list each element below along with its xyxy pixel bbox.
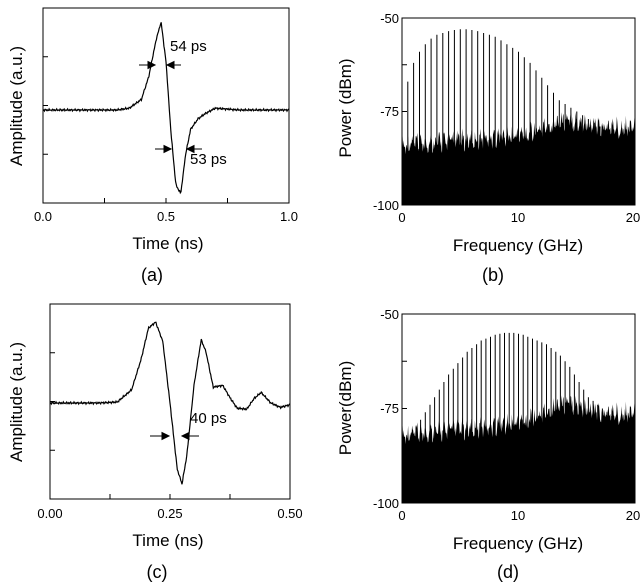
- panel-a: 0.0 0.5 1.0 Time (ns) Amplitude (a.u.) (…: [7, 7, 298, 285]
- panel-a-x-tick-1: 0.5: [157, 209, 175, 224]
- panel-a-x-tick-0: 0.0: [34, 209, 52, 224]
- panel-d-y-tick-1: -75: [380, 401, 399, 416]
- panel-c-x-tick-2: 0.50: [277, 506, 302, 521]
- panel-c: 0.00 0.25 0.50 Time (ns) Amplitude (a.u.…: [7, 303, 303, 582]
- panel-d-x-tick-1: 10: [511, 508, 525, 523]
- panel-b-x-tick-1: 10: [511, 210, 525, 225]
- panel-b-caption: (b): [482, 265, 504, 285]
- panel-a-fwhm-arrows-upper: [139, 60, 181, 70]
- panel-d: -50 -75 -100 0 10 20 Frequency (GHz) Pow…: [336, 307, 640, 582]
- panel-a-y-label: Amplitude (a.u.): [7, 46, 26, 166]
- panel-d-y-tick-2: -100: [373, 496, 399, 511]
- panel-a-x-tick-2: 1.0: [280, 209, 298, 224]
- panel-c-x-tick-1: 0.25: [157, 506, 182, 521]
- panel-d-y-label: Power(dBm): [336, 361, 355, 455]
- panel-b-tick-marks: [401, 17, 636, 206]
- panel-b: -50 -75 -100 0 10 20 Frequency (GHz) Pow…: [336, 11, 640, 285]
- panel-c-pulse-line: [49, 321, 291, 485]
- panel-d-x-tick-0: 0: [398, 508, 405, 523]
- panel-c-caption: (c): [147, 562, 168, 582]
- panel-b-x-label: Frequency (GHz): [453, 236, 583, 255]
- panel-d-x-tick-2: 20: [626, 508, 640, 523]
- panel-a-tick-marks: [42, 56, 290, 203]
- panel-b-y-tick-1: -75: [380, 104, 399, 119]
- panel-a-annotation-54ps: 54 ps: [170, 38, 207, 55]
- panel-d-comb-tones: [406, 332, 636, 503]
- panel-c-y-label: Amplitude (a.u.): [7, 342, 26, 462]
- panel-d-y-tick-0: -50: [380, 307, 399, 322]
- panel-d-tick-marks: [401, 313, 636, 504]
- panel-b-x-tick-0: 0: [398, 210, 405, 225]
- panel-b-y-label: Power (dBm): [336, 58, 355, 157]
- panel-c-annotation-40ps: 40 ps: [190, 410, 227, 427]
- panel-c-fwhm-arrows: [150, 431, 199, 441]
- panel-a-caption: (a): [141, 265, 163, 285]
- panel-b-x-tick-2: 20: [626, 210, 640, 225]
- panel-c-tick-marks: [49, 352, 291, 499]
- panel-c-x-tick-0: 0.00: [37, 506, 62, 521]
- panel-a-frame: [42, 7, 290, 204]
- panel-a-x-label: Time (ns): [132, 234, 203, 253]
- panel-b-comb-tones: [407, 29, 630, 205]
- panel-d-x-label: Frequency (GHz): [453, 534, 583, 553]
- panel-a-fwhm-arrows-lower: [155, 144, 202, 154]
- panel-b-y-tick-2: -100: [373, 198, 399, 213]
- panel-b-y-tick-0: -50: [380, 11, 399, 26]
- panel-a-annotation-53ps: 53 ps: [190, 151, 227, 168]
- panel-c-x-label: Time (ns): [132, 531, 203, 550]
- panel-a-pulse-line: [42, 22, 290, 195]
- panel-d-caption: (d): [497, 562, 519, 582]
